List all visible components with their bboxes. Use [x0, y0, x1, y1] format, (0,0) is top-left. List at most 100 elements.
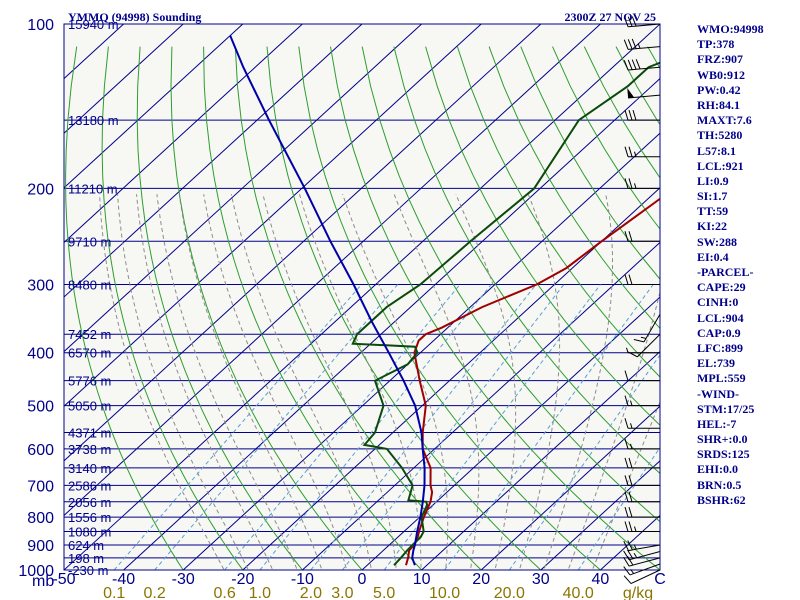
wind-barb-feather	[623, 556, 630, 567]
wind-barb-shaft	[637, 333, 661, 358]
wind-barb-half-feather	[640, 336, 647, 339]
wind-barb-feather	[628, 178, 633, 189]
index-item: SI:1.7	[697, 189, 728, 204]
pressure-tick-label: 300	[27, 278, 54, 295]
dry-adiabat-line	[65, 46, 184, 570]
wind-barb	[623, 59, 661, 71]
moist-adiabat-line	[518, 194, 561, 570]
height-label: 2586 m	[68, 478, 111, 493]
isotherm-line	[64, 24, 422, 353]
sounding-time: 2300Z 27 NOV 25	[565, 10, 656, 24]
wind-barb-feather	[623, 39, 629, 50]
moist-adiabat-line	[178, 194, 323, 570]
index-item: -PARCEL-	[697, 265, 754, 279]
wind-barb-feather	[628, 506, 633, 518]
index-item: BRN:0.5	[697, 477, 742, 492]
isotherm-line	[242, 187, 660, 570]
wind-barb	[624, 438, 660, 450]
wind-barb	[624, 274, 660, 286]
wind-barb-feather	[624, 491, 629, 502]
wind-barb	[633, 313, 661, 343]
wind-barb-feather	[631, 38, 637, 49]
temperature-tick-label: 20	[472, 571, 490, 588]
mixing-ratio-tick-label: 20.0	[494, 585, 525, 600]
wind-barb-feather	[624, 521, 629, 532]
mixing-ratio-line	[508, 354, 660, 570]
dry-adiabat-line	[361, 46, 660, 523]
wind-barb-feather	[623, 575, 632, 584]
wind-barb-feather	[624, 395, 629, 406]
wind-barb	[624, 506, 660, 518]
index-item: -WIND-	[697, 386, 739, 401]
mixing-ratio-line	[444, 284, 654, 570]
wind-barb-feather	[627, 59, 633, 70]
wind-barb	[624, 457, 660, 469]
wind-barb-half-feather	[630, 443, 633, 450]
dry-adiabat-line	[136, 46, 304, 570]
mixing-ratio-tick-label: 5.0	[373, 585, 395, 600]
wind-barb	[627, 333, 661, 358]
wind-barb-feather	[628, 457, 633, 468]
wind-barb-half-feather	[633, 553, 638, 558]
dry-adiabat-line	[330, 46, 660, 570]
isotherm-line	[64, 24, 542, 462]
index-item: EHI:0.0	[697, 462, 739, 477]
wind-barb-shaft	[629, 563, 661, 576]
height-label: 2056 m	[68, 495, 111, 510]
height-label: 4371 m	[68, 426, 111, 441]
isotherm-line	[540, 460, 660, 570]
pressure-tick-label: 700	[27, 478, 54, 495]
wind-barb	[624, 178, 660, 189]
mixing-ratio-tick-label: 0.2	[144, 585, 166, 600]
pressure-tick-label: 400	[27, 346, 54, 363]
wind-barb-shaft	[628, 94, 661, 99]
height-label: 3738 m	[68, 442, 111, 457]
moist-adiabat-line	[567, 290, 660, 570]
wind-barb-shaft	[628, 46, 661, 50]
wind-barb-feather	[623, 566, 631, 576]
isotherm-line	[64, 24, 601, 517]
dewpoint-profile	[351, 61, 660, 566]
wind-barb-feather	[624, 418, 629, 429]
temperature-tick-label: 30	[532, 571, 550, 588]
temperature-tick-label: -50	[52, 571, 75, 588]
wind-barb	[623, 569, 661, 584]
pressure-tick-label: 100	[27, 17, 54, 34]
moist-adiabat-line	[262, 194, 397, 570]
index-item: WMO:94998	[697, 22, 764, 36]
wind-barb-shaft	[628, 23, 661, 28]
moist-adiabat-line	[99, 194, 225, 570]
height-label: 7452 m	[68, 327, 111, 342]
wind-barb-shaft	[630, 569, 661, 584]
wind-barb-shaft	[628, 557, 661, 567]
wind-barb-half-feather	[634, 151, 637, 157]
mixing-ratio-tick-label: 1.0	[249, 585, 271, 600]
wind-barb-feather	[623, 60, 629, 71]
pressure-tick-label: 500	[27, 399, 54, 416]
wind-barb-feather	[624, 110, 629, 121]
temperature-tick-label: 40	[592, 571, 610, 588]
wind-barb	[624, 370, 660, 382]
wind-barb-feather	[624, 506, 629, 518]
moist-adiabat-line	[543, 194, 613, 570]
mixing-ratio-tick-label: 0.1	[103, 585, 125, 600]
wind-barb	[624, 110, 660, 121]
wind-barb-shaft	[628, 551, 661, 561]
wind-barb-feather	[631, 16, 637, 27]
mixing-ratio-tick-label: 40.0	[563, 585, 594, 600]
pressure-tick-label: 800	[27, 510, 54, 527]
isotherm-line	[64, 24, 244, 189]
index-item: PW:0.42	[697, 82, 741, 97]
wind-barb	[624, 491, 660, 503]
mixing-ratio-tick-label: 3.0	[331, 585, 353, 600]
index-item: EL:739	[697, 356, 736, 371]
dry-adiabat-line	[425, 46, 660, 426]
wind-barb-feather	[627, 351, 638, 358]
isotherm-line	[123, 77, 660, 570]
isotherm-line	[64, 24, 482, 407]
wind-barb-feather	[624, 457, 629, 468]
dry-adiabat-line	[101, 46, 244, 570]
wind-barb-feather	[623, 541, 629, 551]
wind-barb-half-feather	[630, 400, 633, 406]
wind-barb-feather	[628, 146, 633, 157]
